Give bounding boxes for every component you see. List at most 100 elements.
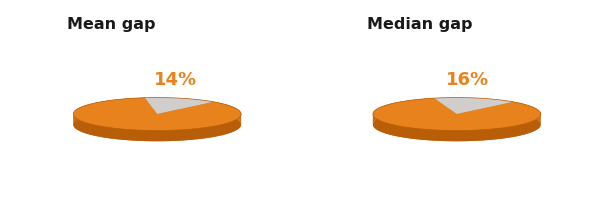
Polygon shape [217,102,218,113]
Polygon shape [433,130,435,141]
Polygon shape [528,123,529,133]
Polygon shape [158,98,160,108]
Polygon shape [169,130,170,141]
Polygon shape [425,129,426,140]
Polygon shape [96,125,97,136]
Polygon shape [178,130,179,141]
Polygon shape [471,130,473,141]
Polygon shape [140,98,142,109]
Polygon shape [231,106,232,117]
Text: 14%: 14% [154,72,197,89]
Polygon shape [499,128,500,139]
Polygon shape [518,103,519,114]
Polygon shape [176,98,178,109]
Polygon shape [201,128,202,139]
Polygon shape [143,130,144,141]
Polygon shape [73,98,241,131]
Polygon shape [208,127,209,138]
Polygon shape [101,102,102,112]
Polygon shape [98,126,99,137]
Polygon shape [459,131,461,141]
Polygon shape [413,128,414,139]
Polygon shape [80,121,81,132]
Polygon shape [439,98,441,109]
Polygon shape [479,130,480,141]
Polygon shape [434,98,457,125]
Polygon shape [122,129,123,140]
Polygon shape [516,102,517,113]
Polygon shape [157,131,158,141]
Polygon shape [179,98,181,109]
Polygon shape [130,98,132,109]
Polygon shape [99,102,101,113]
Polygon shape [461,130,462,141]
Polygon shape [226,105,227,116]
Polygon shape [197,128,199,139]
Polygon shape [214,102,216,113]
Polygon shape [147,130,149,141]
Polygon shape [483,130,484,140]
Polygon shape [182,130,184,140]
Polygon shape [434,98,436,109]
Polygon shape [496,128,498,139]
Polygon shape [441,98,442,109]
Polygon shape [83,122,84,133]
Polygon shape [410,100,411,111]
Polygon shape [154,98,155,108]
Polygon shape [429,130,430,140]
Polygon shape [92,125,93,135]
Polygon shape [458,131,459,141]
Polygon shape [87,123,88,134]
Polygon shape [102,126,103,137]
Polygon shape [452,131,454,141]
Polygon shape [209,127,210,138]
Polygon shape [477,130,479,141]
Polygon shape [86,123,87,134]
Polygon shape [144,130,146,141]
Polygon shape [524,104,525,115]
Polygon shape [387,123,388,134]
Polygon shape [495,129,496,139]
Polygon shape [106,127,107,138]
Polygon shape [218,103,219,113]
Polygon shape [415,99,417,110]
Polygon shape [418,99,419,110]
Polygon shape [428,129,429,140]
Polygon shape [483,98,485,109]
Polygon shape [139,98,140,109]
Polygon shape [388,124,389,135]
Polygon shape [439,130,441,141]
Polygon shape [505,100,506,111]
Polygon shape [135,98,136,109]
Polygon shape [499,100,500,111]
Polygon shape [148,98,150,108]
Polygon shape [232,121,233,132]
Polygon shape [150,98,152,108]
Polygon shape [518,125,520,136]
Polygon shape [420,99,422,110]
Polygon shape [417,99,418,110]
Polygon shape [219,125,220,136]
Polygon shape [221,103,222,114]
Polygon shape [196,99,198,110]
Polygon shape [500,128,501,139]
Polygon shape [402,127,403,138]
Polygon shape [416,128,417,139]
Polygon shape [193,99,195,110]
Polygon shape [108,127,110,138]
Polygon shape [113,128,114,139]
Polygon shape [406,127,407,138]
Polygon shape [119,129,120,139]
Polygon shape [419,99,420,110]
Polygon shape [373,108,541,141]
Polygon shape [92,103,93,114]
Polygon shape [205,100,206,111]
Polygon shape [458,98,460,108]
Polygon shape [97,125,98,137]
Polygon shape [146,130,147,141]
Polygon shape [107,127,108,138]
Polygon shape [133,98,135,109]
Polygon shape [463,98,465,108]
Polygon shape [175,130,176,141]
Polygon shape [430,130,432,140]
